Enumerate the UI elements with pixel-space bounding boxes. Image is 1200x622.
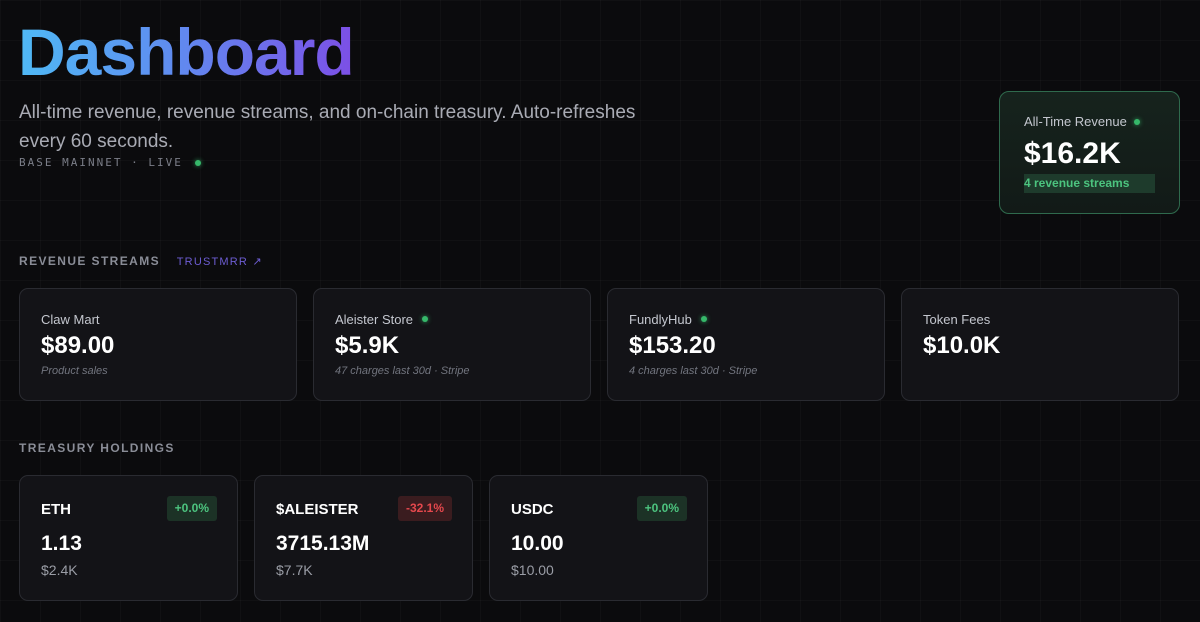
live-indicator-icon	[194, 159, 201, 166]
stream-note: 47 charges last 30d · Stripe	[335, 365, 470, 377]
network-label: BASE MAINNET · LIVE	[19, 156, 183, 169]
stream-card-token-fees: Token Fees $10.0K	[901, 288, 1179, 401]
token-usd-value: $2.4K	[41, 562, 78, 578]
token-balance: 10.00	[511, 532, 564, 555]
stream-amount: $89.00	[41, 332, 115, 359]
live-indicator-icon	[422, 316, 429, 322]
stream-note: Product sales	[41, 365, 108, 377]
trustmrr-link[interactable]: TRUSTMRR ↗	[176, 256, 263, 268]
stream-name-label: FundlyHub	[629, 311, 692, 327]
section-title: REVENUE STREAMS	[19, 254, 161, 268]
token-symbol: ETH	[41, 501, 71, 518]
token-usd-value: $7.7K	[276, 562, 313, 578]
stream-amount: $10.0K	[923, 332, 1001, 359]
all-time-revenue-card: All-Time Revenue $16.2K 4 revenue stream…	[999, 91, 1180, 214]
holding-card-eth: ETH +0.0% 1.13 $2.4K	[19, 475, 238, 601]
price-change-badge: +0.0%	[166, 496, 217, 521]
page-title: Dashboard	[18, 15, 355, 89]
stream-name: Claw Mart	[41, 311, 275, 327]
total-revenue-value: $16.2K	[1024, 137, 1121, 170]
holding-card-aleister: $ALEISTER -32.1% 3715.13M $7.7K	[254, 475, 473, 601]
stream-card-claw-mart: Claw Mart $89.00 Product sales	[19, 288, 297, 401]
page-subtitle: All-time revenue, revenue streams, and o…	[19, 102, 636, 152]
token-symbol: $ALEISTER	[276, 501, 359, 518]
stream-name: Token Fees	[923, 311, 1157, 327]
revenue-streams-heading: REVENUE STREAMS TRUSTMRR ↗	[19, 254, 263, 268]
stream-card-aleister-store: Aleister Store $5.9K 47 charges last 30d…	[313, 288, 591, 401]
stream-name: Aleister Store	[335, 311, 569, 327]
price-change-badge: +0.0%	[636, 496, 687, 521]
stream-note: 4 charges last 30d · Stripe	[629, 365, 758, 377]
stream-amount: $153.20	[629, 332, 716, 359]
price-change-badge: -32.1%	[397, 496, 452, 521]
stream-name-label: Claw Mart	[41, 311, 100, 327]
network-status: BASE MAINNET · LIVE	[19, 156, 201, 169]
stream-name-label: Aleister Store	[335, 311, 414, 327]
stream-amount: $5.9K	[335, 332, 400, 359]
token-balance: 1.13	[41, 532, 82, 555]
live-indicator-icon	[700, 316, 707, 322]
stream-card-fundlyhub: FundlyHub $153.20 4 charges last 30d · S…	[607, 288, 885, 401]
token-usd-value: $10.00	[511, 562, 554, 578]
stream-count-badge: 4 revenue streams	[1024, 174, 1155, 193]
treasury-holdings-heading: TREASURY HOLDINGS	[19, 441, 175, 455]
live-indicator-icon	[1133, 118, 1140, 125]
token-symbol: USDC	[511, 501, 554, 518]
stream-name-label: Token Fees	[923, 311, 991, 327]
holding-card-usdc: USDC +0.0% 10.00 $10.00	[489, 475, 708, 601]
stream-name: FundlyHub	[629, 311, 863, 327]
revenue-card-header: All-Time Revenue	[1024, 114, 1155, 129]
revenue-card-label: All-Time Revenue	[1024, 114, 1127, 129]
token-balance: 3715.13M	[276, 532, 370, 555]
